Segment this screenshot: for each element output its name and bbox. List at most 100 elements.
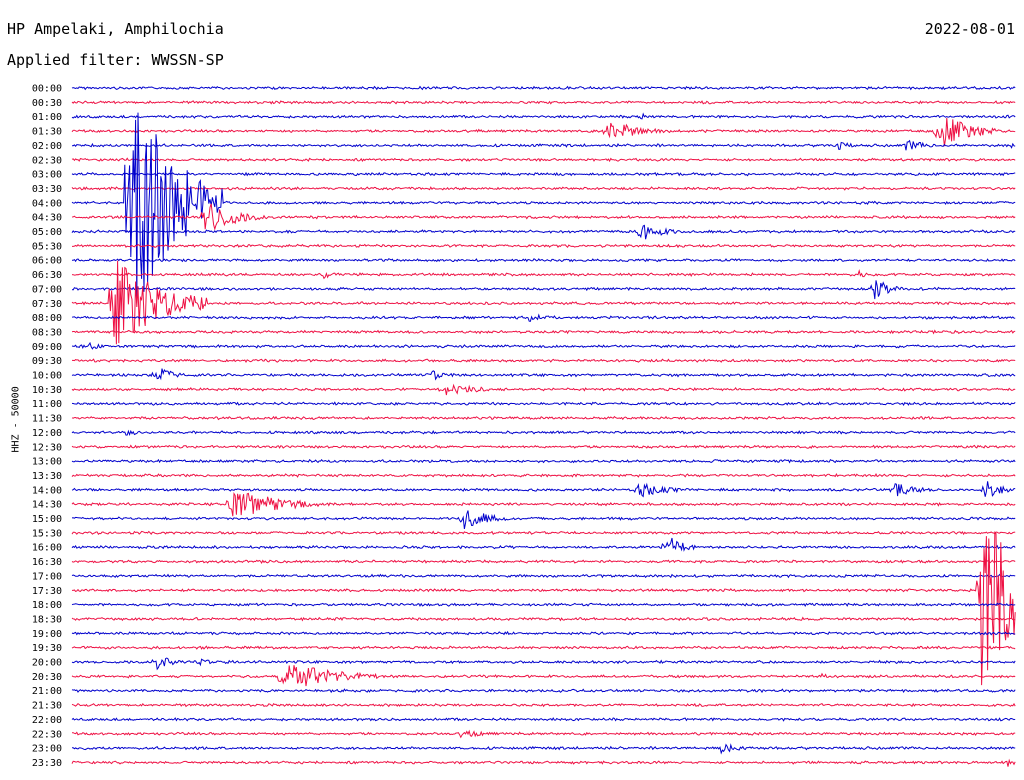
seismic-trace: [71, 688, 1016, 694]
seismic-trace: [71, 203, 1016, 231]
seismic-trace: [71, 510, 1016, 529]
seismic-trace: [72, 743, 1016, 755]
seismic-trace: [71, 112, 1016, 120]
seismic-trace: [71, 458, 1016, 464]
time-tick-label: 00:00: [32, 84, 62, 95]
seismic-trace: [71, 429, 1016, 436]
time-tick-label: 07:00: [32, 284, 62, 295]
time-tick-label: 09:30: [32, 356, 62, 367]
station-title: HP Ampelaki, Amphilochia: [7, 20, 224, 38]
seismic-trace: [71, 645, 1016, 650]
seismic-trace: [71, 702, 1016, 708]
time-tick-label: 14:30: [32, 500, 62, 511]
time-tick-label: 12:00: [32, 428, 62, 439]
seismic-trace: [71, 224, 1016, 240]
seismic-trace: [71, 383, 1016, 396]
seismic-trace: [71, 117, 1016, 147]
time-tick-label: 23:00: [32, 744, 62, 755]
time-tick-label: 20:00: [32, 658, 62, 669]
time-tick-label: 01:30: [32, 127, 62, 138]
time-tick-label: 17:00: [32, 571, 62, 582]
time-tick-label: 11:00: [32, 399, 62, 410]
time-tick-label: 06:30: [32, 270, 62, 281]
seismic-trace: [71, 729, 1016, 739]
time-tick-label: 19:00: [32, 629, 62, 640]
seismic-trace: [72, 531, 1016, 686]
time-tick-label: 01:00: [32, 112, 62, 123]
seismic-trace: [71, 186, 1016, 191]
time-tick-label: 00:30: [32, 98, 62, 109]
time-tick-label: 13:30: [32, 471, 62, 482]
time-tick-label: 02:00: [32, 141, 62, 152]
time-tick-label: 08:00: [32, 313, 62, 324]
seismic-trace: [71, 171, 1016, 177]
seismic-trace: [71, 157, 1016, 163]
seismic-trace: [71, 537, 1016, 552]
seismic-trace: [71, 492, 1016, 517]
seismic-trace: [71, 616, 1016, 622]
time-tick-label: 21:30: [32, 701, 62, 712]
time-tick-label: 18:30: [32, 614, 62, 625]
seismic-trace: [71, 368, 1016, 381]
time-tick-label: 09:00: [32, 342, 62, 353]
time-tick-label: 16:00: [32, 543, 62, 554]
time-tick-label: 05:30: [32, 241, 62, 252]
seismic-trace: [71, 112, 1016, 304]
time-tick-label: 20:30: [32, 672, 62, 683]
seismic-trace: [71, 573, 1016, 579]
seismic-trace: [71, 630, 1016, 636]
seismic-trace: [71, 280, 1016, 300]
time-tick-label: 10:30: [32, 385, 62, 396]
time-tick-label: 23:30: [32, 758, 62, 769]
seismic-trace: [71, 758, 1016, 767]
time-tick-label: 06:00: [32, 256, 62, 267]
time-tick-label: 04:00: [32, 198, 62, 209]
seismic-trace: [71, 139, 1016, 151]
seismic-trace: [71, 717, 1016, 722]
seismic-trace: [71, 473, 1016, 478]
seismic-trace: [71, 559, 1016, 565]
time-tick-label: 12:30: [32, 442, 62, 453]
seismic-trace: [71, 313, 1016, 322]
seismic-trace: [72, 258, 1016, 263]
time-tick-label: 22:00: [32, 715, 62, 726]
time-tick-label: 05:00: [32, 227, 62, 238]
time-tick-label: 15:30: [32, 528, 62, 539]
seismic-trace: [72, 358, 1016, 363]
time-tick-label: 02:30: [32, 155, 62, 166]
time-tick-label: 07:30: [32, 299, 62, 310]
time-tick-label: 10:00: [32, 371, 62, 382]
time-tick-label: 14:00: [32, 485, 62, 496]
time-tick-label: 08:30: [32, 327, 62, 338]
seismic-trace: [71, 665, 1016, 687]
seismic-trace: [72, 243, 1016, 249]
seismic-trace: [71, 329, 1016, 335]
time-tick-label: 03:00: [32, 170, 62, 181]
seismic-trace: [71, 657, 1016, 671]
seismic-trace: [71, 85, 1016, 91]
time-tick-label: 18:00: [32, 600, 62, 611]
time-tick-label: 21:00: [32, 686, 62, 697]
time-tick-label: 03:30: [32, 184, 62, 195]
seismic-trace: [71, 401, 1016, 406]
date-label: 2022-08-01: [924, 20, 1015, 38]
filter-label: Applied filter: WWSSN-SP: [7, 51, 224, 69]
time-tick-label: 11:30: [32, 414, 62, 425]
seismic-trace: [71, 530, 1016, 536]
seismic-trace: [71, 602, 1016, 608]
seismic-trace: [71, 415, 1016, 421]
time-tick-label: 15:00: [32, 514, 62, 525]
time-tick-label: 17:30: [32, 586, 62, 597]
seismic-trace: [71, 481, 1016, 498]
seismic-trace: [71, 341, 1016, 350]
time-tick-label: 13:00: [32, 457, 62, 468]
seismic-trace: [71, 268, 1016, 280]
seismic-trace: [71, 100, 1016, 105]
time-tick-label: 22:30: [32, 729, 62, 740]
time-tick-label: 04:30: [32, 213, 62, 224]
time-tick-label: 16:30: [32, 557, 62, 568]
time-tick-label: 19:30: [32, 643, 62, 654]
seismic-trace: [71, 444, 1016, 449]
seismic-trace: [71, 260, 1016, 345]
